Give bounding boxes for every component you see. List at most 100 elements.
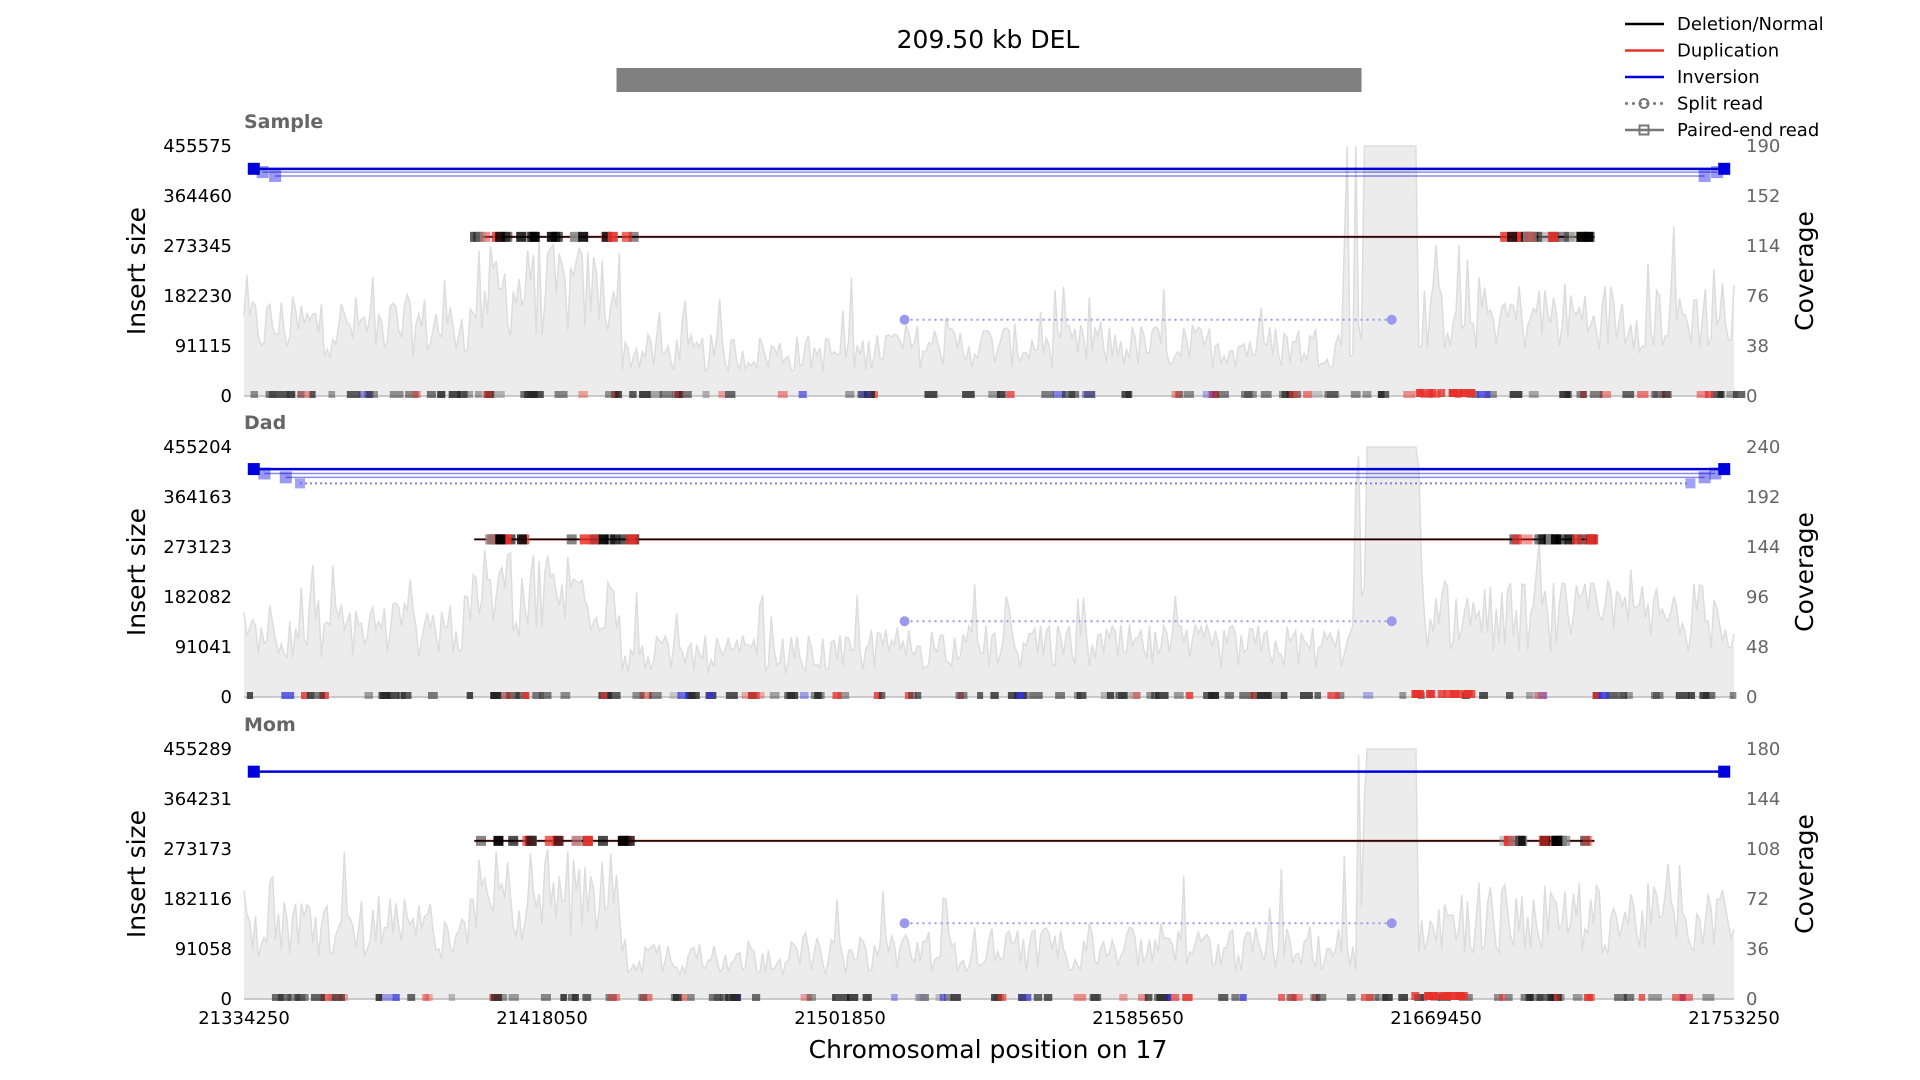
- coverage-tick-label: 114: [1746, 236, 1780, 257]
- baseline-read: [1598, 692, 1609, 699]
- baseline-read: [287, 994, 301, 1001]
- read-marker: [485, 534, 496, 545]
- baseline-read: [1506, 692, 1514, 699]
- baseline-read: [532, 692, 545, 699]
- coverage-tick-label: 96: [1746, 587, 1769, 608]
- baseline-read: [605, 391, 619, 398]
- baseline-read: [250, 391, 258, 398]
- baseline-read: [501, 692, 513, 699]
- baseline-read: [1185, 692, 1194, 699]
- baseline-read: [1675, 692, 1690, 699]
- inversion-read-end: [1718, 765, 1731, 778]
- read-marker: [1551, 534, 1562, 545]
- read-marker: [1536, 534, 1547, 545]
- coverage-tick-label: 38: [1746, 336, 1769, 357]
- inversion-read-end: [1718, 162, 1731, 175]
- baseline-read: [859, 391, 872, 398]
- baseline-read: [1208, 391, 1218, 398]
- baseline-read: [1729, 692, 1737, 699]
- coverage-tick-label: 0: [1746, 687, 1757, 708]
- x-tick-label: 21753250: [1688, 1008, 1780, 1029]
- read-marker: [1547, 231, 1558, 242]
- baseline-read: [1018, 994, 1027, 1001]
- read-marker: [1545, 534, 1556, 545]
- baseline-read: [1175, 391, 1184, 398]
- baseline-read: [287, 391, 296, 398]
- baseline-read: [1231, 994, 1240, 1001]
- baseline-read: [364, 692, 374, 699]
- baseline-read: [638, 994, 648, 1001]
- read-marker: [1507, 231, 1518, 242]
- baseline-read: [1449, 389, 1458, 397]
- legend-entry: Split read: [1625, 94, 1763, 115]
- baseline-read: [832, 692, 842, 699]
- read-marker: [583, 835, 594, 846]
- baseline-read: [939, 994, 946, 1001]
- read-marker: [1515, 835, 1526, 846]
- baseline-read: [1704, 391, 1714, 398]
- baseline-read: [1416, 389, 1425, 397]
- baseline-read: [1239, 994, 1247, 1001]
- baseline-read: [412, 391, 421, 398]
- baseline-read: [1623, 994, 1635, 1001]
- baseline-read: [320, 994, 331, 1001]
- baseline-read: [1303, 391, 1313, 398]
- baseline-read: [677, 692, 689, 699]
- inversion-read-end: [1709, 467, 1722, 480]
- baseline-read: [1662, 391, 1672, 398]
- baseline-read: [1210, 692, 1219, 699]
- read-marker: [516, 534, 527, 545]
- baseline-read: [1625, 692, 1633, 699]
- baseline-read: [1504, 994, 1513, 1001]
- baseline-read: [1052, 391, 1066, 398]
- baseline-read: [1459, 389, 1468, 397]
- baseline-read: [1241, 391, 1253, 398]
- baseline-read: [1443, 690, 1452, 698]
- split-read-end: [899, 616, 910, 627]
- read-marker: [1534, 534, 1545, 545]
- baseline-read: [364, 391, 378, 398]
- baseline-read: [1538, 692, 1548, 699]
- read-marker: [495, 231, 506, 242]
- y-tick-label: 0: [221, 989, 232, 1010]
- coverage-tick-label: 180: [1746, 739, 1780, 760]
- baseline-read: [1454, 389, 1463, 397]
- baseline-read: [275, 391, 289, 398]
- baseline-read: [943, 994, 952, 1001]
- baseline-read: [271, 994, 284, 1001]
- baseline-read: [1100, 692, 1109, 699]
- baseline-read: [832, 994, 843, 1001]
- baseline-read: [1081, 391, 1096, 398]
- read-marker: [571, 835, 582, 846]
- read-marker: [619, 534, 630, 545]
- baseline-read: [1311, 391, 1323, 398]
- baseline-read: [530, 391, 544, 398]
- baseline-read: [1183, 391, 1195, 398]
- baseline-read: [1710, 391, 1724, 398]
- baseline-read: [741, 692, 751, 699]
- y-tick-label: 273123: [163, 537, 232, 558]
- baseline-read: [1466, 389, 1475, 397]
- baseline-read: [422, 994, 430, 1001]
- baseline-read: [1423, 992, 1432, 1000]
- baseline-read: [1681, 994, 1693, 1001]
- baseline-read: [1312, 994, 1319, 1001]
- baseline-read: [1499, 994, 1506, 1001]
- baseline-read: [448, 391, 461, 398]
- read-marker: [628, 231, 639, 242]
- coverage-tick-label: 144: [1746, 789, 1780, 810]
- baseline-read: [567, 994, 578, 1001]
- baseline-read: [314, 692, 325, 699]
- baseline-read: [1652, 391, 1665, 398]
- y-tick-label: 0: [221, 687, 232, 708]
- baseline-read: [1202, 391, 1215, 398]
- baseline-read: [1089, 994, 1100, 1001]
- y-tick-label: 364460: [163, 186, 232, 207]
- x-axis-label: Chromosomal position on 17: [809, 1035, 1168, 1064]
- read-marker: [475, 231, 486, 242]
- read-marker: [625, 534, 636, 545]
- read-marker: [597, 835, 608, 846]
- baseline-read: [1084, 391, 1096, 398]
- baseline-read: [1073, 994, 1087, 1001]
